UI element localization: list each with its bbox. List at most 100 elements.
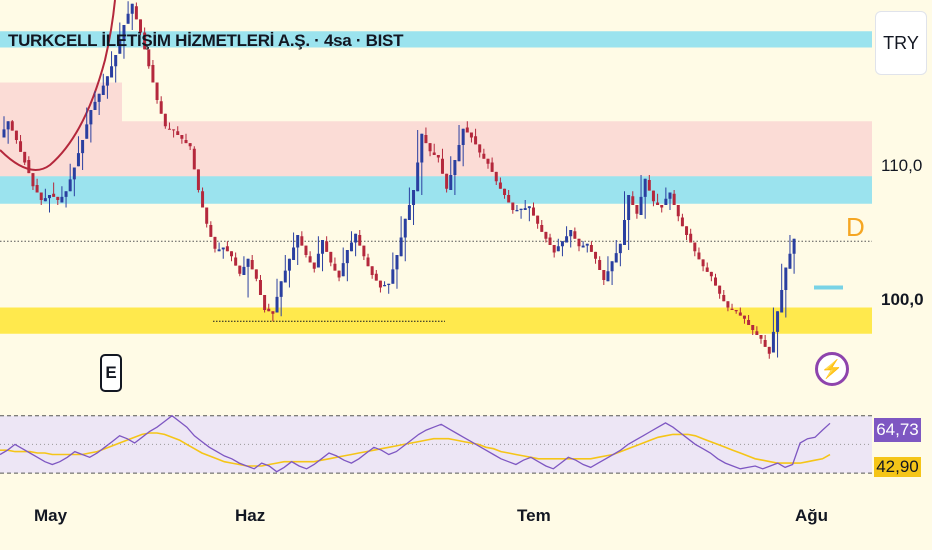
candle-body <box>594 251 598 259</box>
candle-body <box>697 252 701 260</box>
candle-body <box>366 257 370 267</box>
candle-body <box>602 270 606 280</box>
candle-body <box>68 179 72 192</box>
candle <box>143 27 147 50</box>
earnings-marker[interactable]: E <box>100 354 122 392</box>
candle <box>139 19 143 35</box>
candle-body <box>97 93 101 102</box>
candle-body <box>43 198 47 202</box>
symbol-title: TURKCELL İLETİŞİM HİZMETLERİ A.Ş. · 4sa … <box>8 31 404 50</box>
candle <box>205 207 209 228</box>
candle-body <box>105 76 109 86</box>
candle-body <box>486 158 490 164</box>
candle-body <box>316 253 320 268</box>
candle <box>155 82 159 104</box>
candle-body <box>416 162 420 192</box>
candle-body <box>27 160 31 174</box>
candle <box>68 163 72 192</box>
rsi-line <box>0 414 831 473</box>
rsi-ma-line <box>0 432 831 467</box>
candle <box>428 143 432 157</box>
candle <box>56 196 60 205</box>
candle <box>151 60 155 83</box>
candle-body <box>780 290 784 313</box>
dividend-marker[interactable]: D <box>846 212 865 242</box>
candle <box>776 311 780 358</box>
candle-body <box>242 266 246 275</box>
candle-body <box>680 217 684 227</box>
candle-body <box>701 259 705 267</box>
candle-body <box>763 340 767 347</box>
candle-body <box>143 32 147 50</box>
candle-body <box>672 193 676 205</box>
candle-body <box>345 250 349 264</box>
candle <box>258 275 262 295</box>
candle-body <box>569 230 573 237</box>
candle-body <box>751 325 755 330</box>
candle-body <box>465 127 469 133</box>
candle <box>631 191 635 205</box>
cup-curve <box>0 0 116 171</box>
lightning-icon[interactable]: ⚡ <box>815 352 849 386</box>
candle <box>329 251 333 267</box>
candle-body <box>250 260 254 270</box>
candle-body <box>606 271 610 282</box>
x-tick-label-agu: Ağu <box>795 506 829 525</box>
candle <box>577 238 581 252</box>
candle-body <box>548 237 552 245</box>
candle <box>440 148 444 174</box>
candle-body <box>23 151 27 163</box>
candle <box>217 242 221 252</box>
candle <box>118 22 122 54</box>
candle <box>759 335 763 344</box>
candle-body <box>304 245 308 255</box>
candle <box>486 158 490 169</box>
candle <box>85 107 89 139</box>
candle-body <box>440 158 444 174</box>
candle <box>176 126 180 135</box>
candle <box>742 315 746 324</box>
currency-button[interactable]: TRY <box>875 11 927 75</box>
candle-body <box>668 192 672 199</box>
candle <box>407 187 411 220</box>
candle-body <box>337 270 341 278</box>
candle-body <box>461 128 465 145</box>
candle <box>275 278 279 313</box>
candle-body <box>676 205 680 217</box>
candle <box>536 215 540 229</box>
candle-body <box>72 167 76 180</box>
candle <box>64 191 68 208</box>
candle-body <box>705 267 709 272</box>
candle-body <box>292 247 296 260</box>
candle-body <box>2 129 6 138</box>
candle-body <box>647 180 651 191</box>
candle <box>453 160 457 195</box>
candle-body <box>81 140 85 154</box>
candle-body <box>354 233 358 243</box>
candle <box>527 206 531 222</box>
candle-body <box>176 131 180 135</box>
candle-body <box>498 182 502 189</box>
candle <box>126 1 130 24</box>
candle <box>482 148 486 159</box>
yellow-support <box>0 307 872 334</box>
candle-body <box>163 113 167 127</box>
candle-body <box>308 256 312 263</box>
candle-body <box>192 148 196 170</box>
candle <box>48 195 52 213</box>
candle-body <box>167 128 171 130</box>
candle <box>213 236 217 253</box>
candle <box>383 281 387 287</box>
candle <box>436 155 440 163</box>
candle-body <box>383 285 387 287</box>
candle-body <box>627 195 631 220</box>
candle <box>718 285 722 299</box>
candle-body <box>213 236 217 249</box>
candle-body <box>453 160 457 175</box>
candle <box>387 283 391 294</box>
candle-body <box>64 191 68 197</box>
candle-body <box>639 196 643 215</box>
candle <box>19 135 23 152</box>
